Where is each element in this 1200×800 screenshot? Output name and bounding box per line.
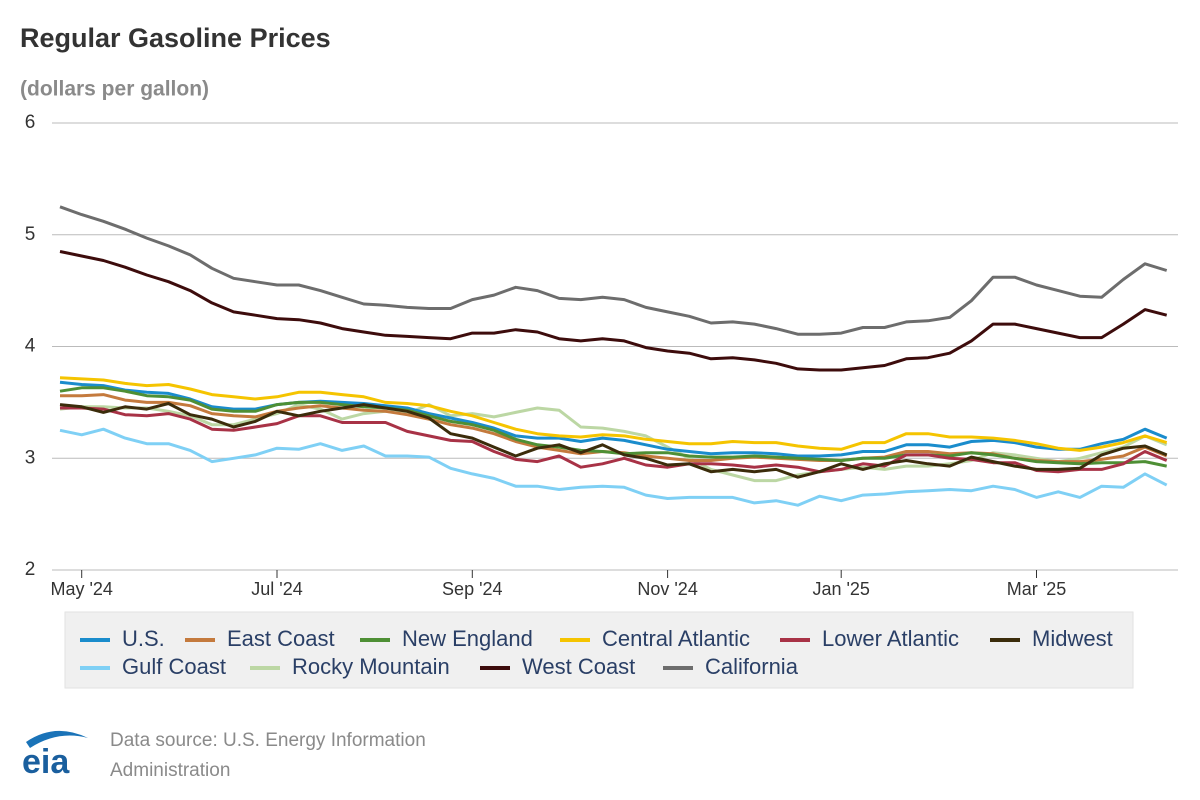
x-tick-label: Jan '25 <box>812 579 869 599</box>
legend-label: Lower Atlantic <box>822 626 959 651</box>
x-tick-label: Jul '24 <box>251 579 302 599</box>
eia-logo: eia <box>22 730 88 781</box>
chart-subtitle: (dollars per gallon) <box>20 78 209 101</box>
legend-label: West Coast <box>522 654 635 679</box>
logo-swoosh <box>26 730 88 748</box>
legend-label: Midwest <box>1032 626 1113 651</box>
series-line <box>59 386 1168 468</box>
x-tick-label: Nov '24 <box>637 579 697 599</box>
y-tick-label: 3 <box>25 447 36 468</box>
series-line <box>59 250 1168 372</box>
legend-label: Gulf Coast <box>122 654 226 679</box>
series-line <box>59 205 1168 336</box>
legend-label: Rocky Mountain <box>292 654 450 679</box>
x-tick-label: May '24 <box>50 579 112 599</box>
legend-label: U.S. <box>122 626 165 651</box>
legend-label: East Coast <box>227 626 335 651</box>
source-text: Administration <box>110 760 230 781</box>
x-tick-label: Mar '25 <box>1007 579 1066 599</box>
legend-label: New England <box>402 626 533 651</box>
source-text: Data source: U.S. Energy Information <box>110 730 426 751</box>
series-line <box>59 427 1168 507</box>
series-line <box>59 376 1168 452</box>
series-line <box>59 380 1168 458</box>
y-tick-label: 6 <box>25 112 36 133</box>
legend-label: Central Atlantic <box>602 626 750 651</box>
legend-box <box>64 611 1134 689</box>
series-line <box>60 406 1168 474</box>
y-tick-label: 4 <box>25 336 36 357</box>
logo-text: eia <box>22 743 70 781</box>
y-tick-label: 5 <box>25 224 36 245</box>
series-line <box>59 402 1168 479</box>
legend-label: California <box>705 654 799 679</box>
chart-title: Regular Gasoline Prices <box>20 23 331 53</box>
y-tick-label: 2 <box>25 559 36 580</box>
x-tick-label: Sep '24 <box>442 579 503 599</box>
series-line <box>59 403 1168 483</box>
